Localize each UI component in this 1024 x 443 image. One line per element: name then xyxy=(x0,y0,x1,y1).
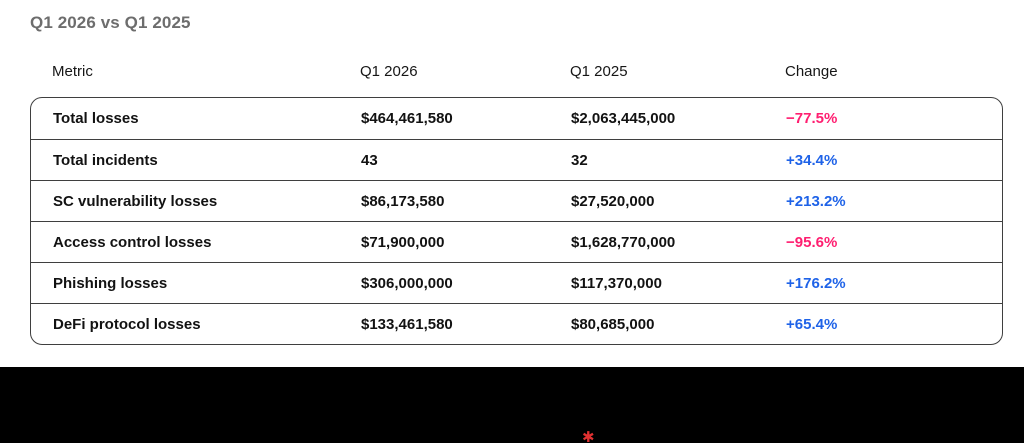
change-value: +213.2% xyxy=(786,192,846,210)
table-row: SC vulnerability losses $86,173,580 $27,… xyxy=(31,180,1002,221)
change-value: −95.6% xyxy=(786,233,838,251)
column-header-q1-2025: Q1 2025 xyxy=(570,62,628,80)
change-value: +176.2% xyxy=(786,274,846,292)
comparison-table: Total losses $464,461,580 $2,063,445,000… xyxy=(30,97,1003,345)
q1-2025-value: 32 xyxy=(571,151,588,169)
q1-2026-value: $71,900,000 xyxy=(361,233,445,251)
table-row: Phishing losses $306,000,000 $117,370,00… xyxy=(31,262,1002,303)
q1-2025-value: $2,063,445,000 xyxy=(571,110,676,127)
table-row: Access control losses $71,900,000 $1,628… xyxy=(31,221,1002,262)
q1-2026-value: 43 xyxy=(361,151,378,169)
table-row: Total incidents 43 32 +34.4% xyxy=(31,139,1002,180)
metric-label: Access control losses xyxy=(53,233,212,251)
q1-2025-value: $1,628,770,000 xyxy=(571,233,676,251)
table-row: Total losses $464,461,580 $2,063,445,000… xyxy=(31,98,1002,139)
q1-2025-value: $117,370,000 xyxy=(571,274,662,292)
change-value: +65.4% xyxy=(786,315,838,333)
q1-2026-value: $464,461,580 xyxy=(361,110,453,127)
q1-2025-value: $27,520,000 xyxy=(571,192,655,210)
q1-2026-value: $86,173,580 xyxy=(361,192,445,210)
table-header-row: Metric Q1 2026 Q1 2025 Change xyxy=(30,56,1003,86)
metric-label: Phishing losses xyxy=(53,274,168,292)
column-header-metric: Metric xyxy=(52,62,93,80)
footer-bar: ✱ xyxy=(0,367,1024,443)
page-title: Q1 2026 vs Q1 2025 xyxy=(30,13,191,32)
change-value: −77.5% xyxy=(786,110,838,127)
q1-2025-value: $80,685,000 xyxy=(571,315,655,333)
q1-2026-value: $306,000,000 xyxy=(361,274,453,292)
red-asterisk-logo-icon: ✱ xyxy=(582,429,595,443)
column-header-change: Change xyxy=(785,62,838,80)
metric-label: SC vulnerability losses xyxy=(53,192,218,210)
column-header-q1-2026: Q1 2026 xyxy=(360,62,418,80)
metric-label: DeFi protocol losses xyxy=(53,315,201,333)
q1-2026-value: $133,461,580 xyxy=(361,315,453,333)
change-value: +34.4% xyxy=(786,151,838,169)
metric-label: Total losses xyxy=(53,110,139,127)
metric-label: Total incidents xyxy=(53,151,158,169)
table-row: DeFi protocol losses $133,461,580 $80,68… xyxy=(31,303,1002,344)
